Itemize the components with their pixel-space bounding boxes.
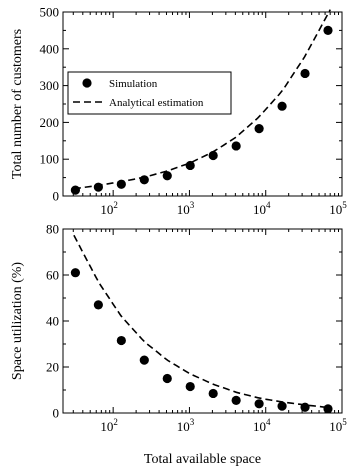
data-point-simulation <box>162 373 172 384</box>
x-tick-label: 105 <box>329 417 347 434</box>
y-tick-label: 300 <box>40 78 60 93</box>
data-point-simulation <box>93 300 103 310</box>
data-point-simulation <box>93 182 103 192</box>
x-tick-label: 105 <box>329 200 347 217</box>
legend-label-simulation: Simulation <box>109 78 158 90</box>
x-tick-base: 10 <box>253 202 266 217</box>
y-tick-label: 100 <box>40 152 60 167</box>
x-tick-exponent: 4 <box>266 417 271 427</box>
x-tick-exponent: 5 <box>342 200 347 210</box>
x-tick-label: 102 <box>100 417 118 434</box>
x-tick-base: 10 <box>177 202 190 217</box>
data-point-simulation <box>208 388 218 399</box>
x-tick-base: 10 <box>100 419 113 434</box>
y-axis-label: Total number of customers <box>10 29 25 179</box>
data-point-simulation <box>139 355 149 365</box>
data-point-simulation <box>300 68 310 79</box>
data-point-simulation <box>70 268 81 278</box>
x-tick-label: 104 <box>253 200 271 217</box>
series-line-analytical <box>73 9 332 190</box>
x-tick-exponent: 5 <box>342 417 347 427</box>
y-tick-label: 200 <box>40 115 60 130</box>
data-point-simulation <box>231 141 241 151</box>
x-tick-label: 104 <box>253 417 271 434</box>
legend-marker-simulation <box>82 78 92 88</box>
x-tick-label: 103 <box>177 200 195 217</box>
legend: Simulation Analytical estimation <box>67 71 232 115</box>
x-tick-base: 10 <box>253 419 266 434</box>
series-line-analytical <box>73 234 331 409</box>
x-tick-exponent: 2 <box>113 417 118 427</box>
data-point-simulation <box>254 124 264 134</box>
x-axis-label: Total available space <box>144 452 261 467</box>
y-tick-label: 0 <box>53 189 60 204</box>
x-tick-base: 10 <box>100 202 113 217</box>
y-tick-label: 80 <box>46 222 59 237</box>
x-tick-label: 103 <box>177 417 195 434</box>
x-tick-base: 10 <box>329 419 342 434</box>
y-tick-label: 0 <box>53 406 60 421</box>
data-point-simulation <box>116 335 126 346</box>
y-tick-label: 20 <box>46 360 59 375</box>
data-point-simulation <box>231 395 241 405</box>
data-point-simulation <box>323 404 333 414</box>
data-point-simulation <box>277 101 287 111</box>
data-point-simulation <box>70 185 81 195</box>
y-axis-label: Space utilization (%) <box>10 262 25 381</box>
y-tick-label: 500 <box>40 5 60 20</box>
x-tick-base: 10 <box>329 202 342 217</box>
data-point-simulation <box>323 25 333 35</box>
x-tick-exponent: 3 <box>190 200 195 210</box>
y-tick-label: 400 <box>40 41 60 56</box>
x-tick-base: 10 <box>177 419 190 434</box>
data-point-simulation <box>162 171 172 181</box>
x-tick-exponent: 3 <box>190 417 195 427</box>
legend-box <box>67 71 232 115</box>
data-point-simulation <box>185 160 195 171</box>
data-point-simulation <box>208 150 218 161</box>
data-point-simulation <box>185 381 195 392</box>
y-tick-label: 40 <box>46 314 59 329</box>
data-point-simulation <box>254 399 264 409</box>
x-tick-exponent: 2 <box>113 200 118 210</box>
y-tick-label: 60 <box>46 268 59 283</box>
x-tick-label: 102 <box>100 200 118 217</box>
data-point-simulation <box>277 401 287 411</box>
plot-frame <box>62 228 343 414</box>
x-tick-exponent: 4 <box>266 200 271 210</box>
legend-label-analytical: Analytical estimation <box>109 97 204 109</box>
